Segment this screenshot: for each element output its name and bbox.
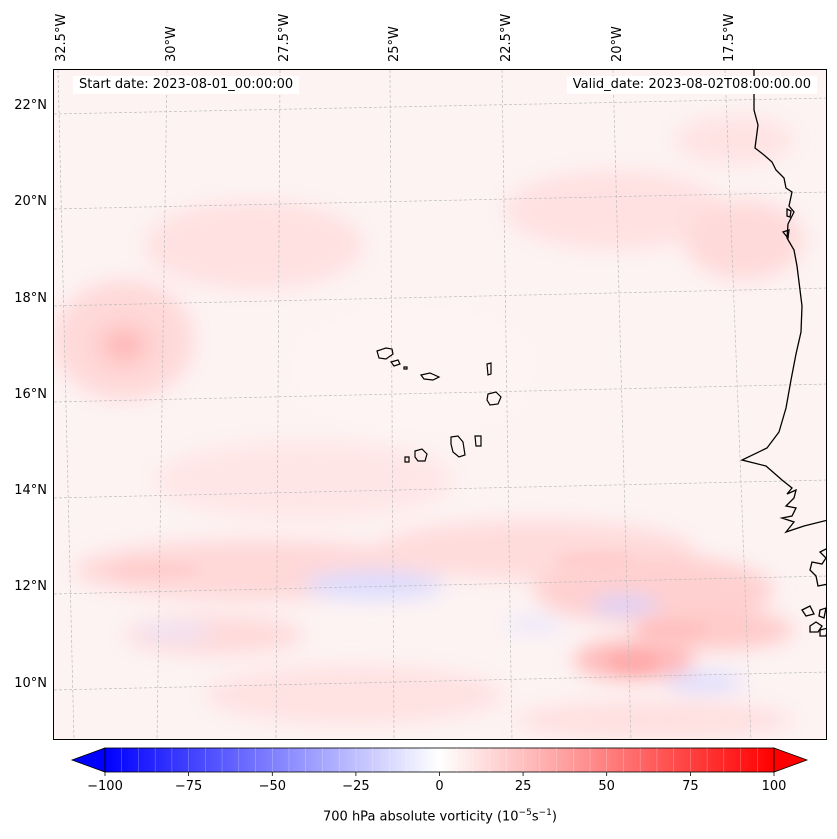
lat-label-14n: 14°N xyxy=(14,483,47,498)
island-fogo xyxy=(414,448,428,462)
lon-label-32-5w: 32.5°W xyxy=(54,13,69,62)
lon-label-20w: 20°W xyxy=(610,26,625,62)
colorbar-tick-minus-75: −75 xyxy=(174,779,203,794)
island-maio xyxy=(474,435,482,447)
island-boa-vista xyxy=(486,391,502,406)
lat-label-12n: 12°N xyxy=(14,579,47,594)
vorticity-map xyxy=(53,69,827,740)
colorbar-units-exp1: −5 xyxy=(518,808,532,818)
start-date-label: Start date: 2023-08-01_00:00:00 xyxy=(73,76,300,94)
lon-label-27-5w: 27.5°W xyxy=(277,13,292,62)
colorbar-low-extension xyxy=(70,747,106,773)
colorbar-tick-100: 100 xyxy=(761,779,787,794)
colorbar-tick-25: 25 xyxy=(514,779,532,794)
lon-label-17-5w: 17.5°W xyxy=(722,13,737,62)
island-sal xyxy=(486,362,492,376)
colorbar-tick-50: 50 xyxy=(598,779,615,794)
colorbar-tick-minus-100: −100 xyxy=(87,779,123,794)
lat-label-10n: 10°N xyxy=(14,676,47,691)
island-brava xyxy=(404,456,410,463)
island-sao-vicente xyxy=(389,359,401,367)
colorbar-units-mid: s xyxy=(531,809,539,825)
lat-label-16n: 16°N xyxy=(14,387,47,402)
colorbar-tick-minus-25: −25 xyxy=(342,779,370,794)
lat-label-20n: 20°N xyxy=(14,194,47,209)
map-canvas xyxy=(54,70,826,739)
island-santiago xyxy=(450,435,466,458)
island-sao-nicolau xyxy=(419,372,441,381)
vorticity-field xyxy=(54,70,826,739)
colorbar-units-exp2: −1 xyxy=(538,808,552,818)
valid-date-label: Valid_date: 2023-08-02T08:00:00.00 xyxy=(566,76,817,94)
colorbar-tick-marks xyxy=(104,772,775,776)
lat-label-18n: 18°N xyxy=(14,291,47,306)
africa-coastline xyxy=(740,70,826,637)
colorbar-high-extension xyxy=(773,747,809,773)
colorbar-units-suffix: ) xyxy=(551,809,557,825)
colorbar-units-prefix: (10 xyxy=(496,809,519,825)
lat-label-22n: 22°N xyxy=(14,98,47,113)
lon-label-30w: 30°W xyxy=(164,26,179,62)
colorbar-tick-minus-50: −50 xyxy=(258,779,287,794)
colorbar-tick-75: 75 xyxy=(682,779,699,794)
graticule xyxy=(54,70,826,739)
colorbar-level-lines xyxy=(121,748,758,772)
colorbar-tick-0: 0 xyxy=(435,779,444,794)
colorbar-title: 700 hPa absolute vorticity xyxy=(323,809,493,825)
island-santa-luzia xyxy=(403,366,408,370)
colorbar-gradient xyxy=(104,747,775,773)
colorbar xyxy=(70,747,809,776)
colorbar-label: 700 hPa absolute vorticity (10−5s−1) xyxy=(323,808,557,824)
cape-verde-islands xyxy=(376,347,502,463)
lon-label-25w: 25°W xyxy=(387,26,402,62)
lon-label-22-5w: 22.5°W xyxy=(499,13,514,62)
island-santo-antao xyxy=(376,347,394,360)
